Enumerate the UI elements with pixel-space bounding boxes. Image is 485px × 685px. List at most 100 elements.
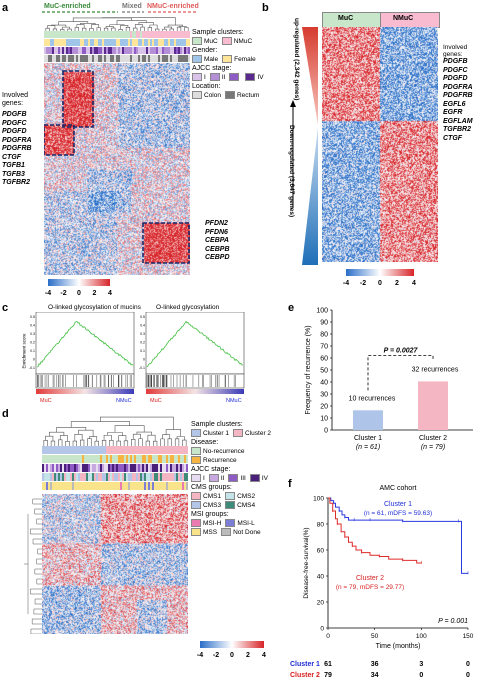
annot-cluster-cell: [168, 446, 171, 454]
annot-cluster-cell: [178, 446, 181, 454]
annot-disease-cell: [78, 455, 81, 463]
annot-disease-cell: [180, 455, 183, 463]
annot-msi-cell: [134, 482, 137, 490]
dendrogram-branch: [138, 438, 143, 446]
annot-cluster-cell: [188, 31, 190, 38]
group-dash-lines: [42, 11, 198, 13]
annot-gender-cell: [110, 39, 113, 46]
annot-gender-cell: [66, 39, 69, 46]
annot-location-cell: [122, 55, 125, 62]
color-scale-tick: -2: [60, 290, 66, 297]
annot-disease-cell: [56, 455, 59, 463]
annot-ajcc-cell: [152, 47, 155, 54]
annot-ajcc-cell: [176, 47, 179, 54]
y-tick-label: 20: [320, 404, 328, 411]
annot-msi-cell: [60, 482, 63, 490]
legend-item: MSS: [191, 528, 217, 537]
annot-location-cell: [48, 55, 51, 62]
annot-gender-cell: [182, 39, 185, 46]
annot-ajcc-cell: [60, 464, 63, 472]
gene-label: EGFR: [443, 109, 463, 116]
gsea-ytick: 0.2: [140, 341, 145, 345]
annot-cluster-cell: [50, 446, 53, 454]
annot-cms-cell: [64, 473, 67, 481]
dendrogram-branch: [167, 24, 183, 28]
annot-cms-cell: [170, 473, 173, 481]
legend-swatch: [191, 456, 201, 465]
legend-item: NMuC: [221, 37, 252, 46]
annot-gender-cell: [64, 39, 67, 46]
annot-disease-cell: [158, 455, 161, 463]
annot-cluster-cell: [94, 446, 97, 454]
annot-ajcc-cell: [108, 464, 111, 472]
risk-value: 34: [371, 672, 379, 679]
annot-ajcc-cell: [108, 47, 111, 54]
legend-swatch: [225, 501, 236, 510]
annot-disease-cell: [50, 455, 53, 463]
row-dendrogram-branch: [36, 578, 42, 585]
annot-location-cell: [92, 55, 95, 62]
annot-gender-cell: [70, 39, 73, 46]
annot-ajcc-cell: [86, 464, 89, 472]
annot-location-cell: [86, 55, 89, 62]
annot-cluster-cell: [76, 446, 79, 454]
annot-gender-cell: [150, 39, 153, 46]
annot-msi-cell: [180, 482, 183, 490]
annot-cluster-cell: [146, 31, 149, 38]
annot-cluster-cell: [62, 446, 65, 454]
dendrogram-branch: [178, 26, 187, 28]
annot-cms-cell: [124, 473, 127, 481]
dendrogram-branch: [56, 427, 87, 433]
annot-msi-cell: [84, 482, 87, 490]
legend-item: CMS1: [191, 492, 221, 501]
annot-ajcc-cell: [188, 47, 190, 54]
legend-swatch: [225, 519, 236, 528]
legend-a-ajcc-items: I II IV: [192, 73, 272, 82]
annot-location-cell: [50, 55, 53, 62]
row-dendrogram-branch: [36, 518, 42, 525]
annot-msi-cell: [172, 482, 175, 490]
annot-gender-cell: [96, 39, 99, 46]
row-dendrogram-branch: [34, 508, 42, 515]
annot-gender-cell: [88, 39, 91, 46]
annot-cms-cell: [144, 473, 147, 481]
annot-msi-cell: [62, 482, 65, 490]
gsea-frame: [35, 312, 135, 375]
annot-cms-cell: [92, 473, 95, 481]
annot-cms-cell: [150, 473, 153, 481]
annot-disease-cell: [168, 455, 171, 463]
p-value-label: P = 0.001: [438, 618, 468, 625]
annot-cms-cell: [80, 473, 83, 481]
annot-location-cell: [46, 55, 49, 62]
annot-disease-cell: [172, 455, 175, 463]
annot-ajcc-cell: [102, 47, 105, 54]
annot-ajcc-cell: [182, 47, 185, 54]
annot-cms-cell: [148, 473, 151, 481]
dendrogram-branch: [118, 29, 123, 32]
annot-ajcc-cell: [106, 464, 109, 472]
annot-msi-cell: [152, 482, 155, 490]
dendrogram-branch: [125, 26, 131, 32]
annot-msi-cell: [82, 482, 85, 490]
annot-ajcc-cell: [154, 464, 157, 472]
annotation-cluster1: 10 recurrences: [349, 395, 396, 402]
annot-location-cell: [162, 55, 165, 62]
heatmap-b: [322, 27, 438, 262]
annot-cluster-cell: [182, 31, 185, 38]
gsea-rank-bar: [146, 389, 244, 394]
annot-gender-cell: [62, 39, 65, 46]
annot-gender-cell: [188, 39, 190, 46]
annot-disease-cell: [88, 455, 91, 463]
annot-msi-cell: [118, 482, 121, 490]
dendrogram-branch: [165, 429, 181, 437]
annot-cms-cell: [120, 473, 123, 481]
gene-label: TGFBR2: [2, 179, 30, 186]
annot-disease-cell: [98, 455, 101, 463]
annot-cluster-cell: [180, 446, 183, 454]
dendrogram-branch: [74, 433, 83, 442]
annot-cms-cell: [158, 473, 161, 481]
annot-ajcc-cell: [96, 464, 99, 472]
color-scale-bar: [48, 279, 110, 286]
annot-disease-cell: [44, 455, 47, 463]
gsea-1-title: O-linked glycosylation of mucins: [48, 304, 141, 311]
